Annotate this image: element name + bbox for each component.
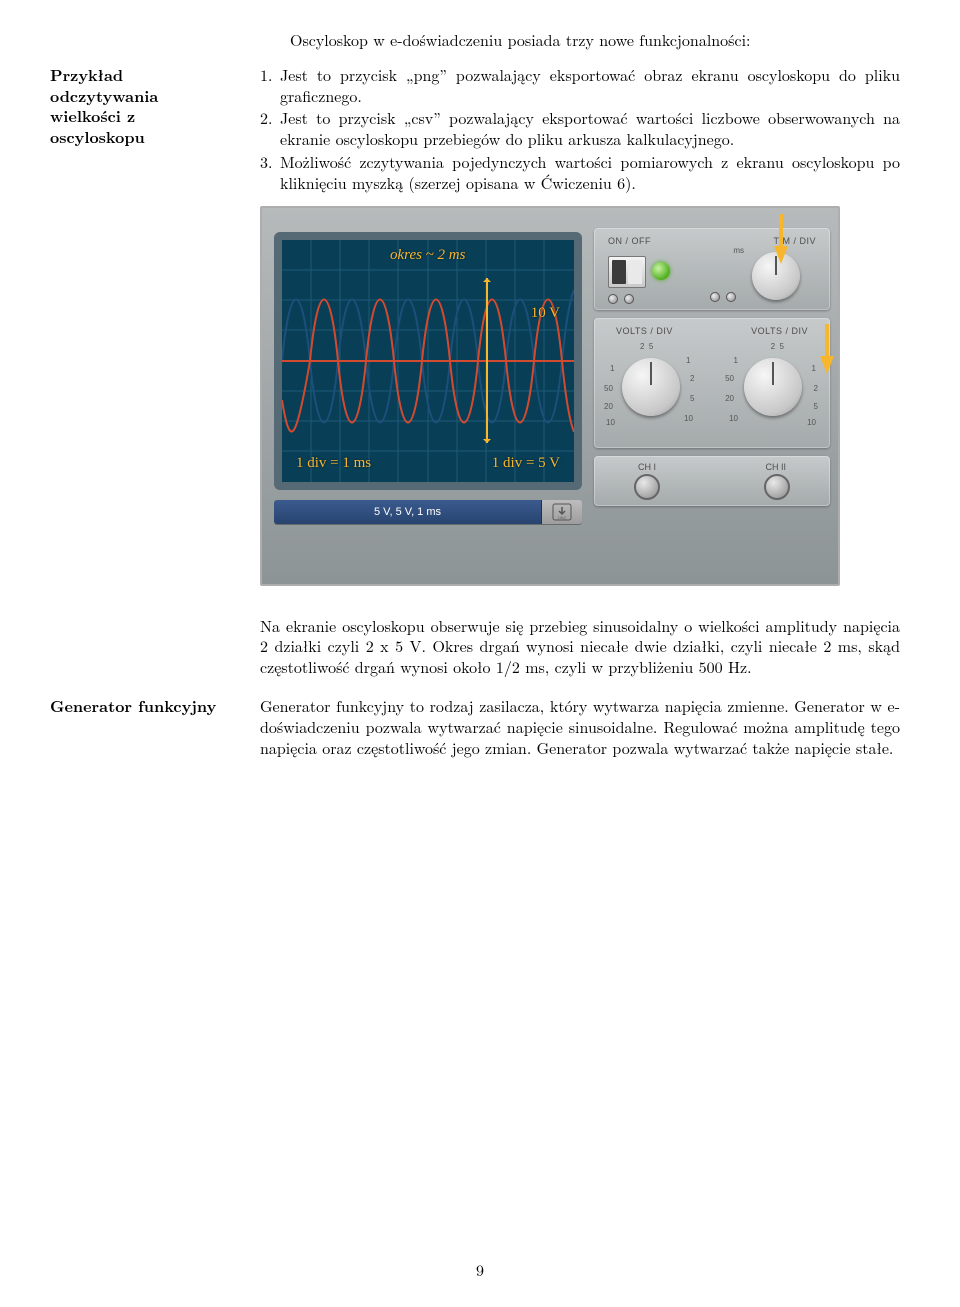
paragraph-generator: Generator funkcyjny to rodzaj zasilacza,…: [260, 696, 900, 758]
arrow-timdiv: [772, 214, 790, 264]
item-number: 1.: [260, 65, 280, 107]
volts-div-knob-ch2[interactable]: [744, 358, 802, 416]
ticks-ch2-r: 1: [812, 364, 816, 373]
overlay-okres: okres ~ 2 ms: [390, 246, 465, 266]
panel-onoff-time: ON / OFF TIM / DIV ms: [594, 228, 830, 310]
download-icon: png: [552, 503, 572, 521]
item-text: Możliwość zczytywania pojedynczych warto…: [280, 152, 900, 194]
label-ch2: CH II: [765, 462, 786, 472]
paragraph-observation: Na ekranie oscyloskopu obserwuje się prz…: [260, 616, 900, 678]
ticks-ch1-l2: 50: [604, 384, 613, 393]
item-number: 2.: [260, 108, 280, 150]
ticks-ch1-r4: 10: [684, 414, 693, 423]
label-volts-1: VOLTS / DIV: [616, 326, 673, 336]
ticks-ch1-l4: 10: [606, 418, 615, 427]
list-item: 3. Możliwość zczytywania pojedynczych wa…: [260, 152, 900, 194]
ticks-ch2-l3: 20: [725, 394, 734, 403]
ticks-ch2: 2 5: [771, 342, 784, 351]
bnc-ch2[interactable]: [764, 474, 790, 500]
margin-label-1: Przykład odczytywania wielkości z oscylo…: [50, 65, 232, 148]
jack-right[interactable]: [710, 292, 740, 304]
ticks-ch1-l: 1: [610, 364, 614, 373]
oscilloscope-figure: okres ~ 2 ms 10 V 1 div = 1 ms 1 div = 5…: [260, 206, 900, 586]
panel-volts: VOLTS / DIV VOLTS / DIV 2 5 1 50 20 10 1…: [594, 318, 830, 448]
panel-channels: CH I CH II: [594, 456, 830, 506]
overlay-div-5v: 1 div = 5 V: [492, 454, 560, 474]
margin-label-1-line2: wielkości z oscyloskopu: [50, 104, 145, 148]
status-bar: 5 V, 5 V, 1 ms png: [274, 500, 582, 524]
power-led: [652, 262, 670, 280]
volts-div-knob-ch1[interactable]: [622, 358, 680, 416]
scope-screen[interactable]: okres ~ 2 ms 10 V 1 div = 1 ms 1 div = 5…: [282, 240, 574, 482]
svg-text:png: png: [558, 514, 567, 521]
ticks-ch2-r4: 10: [807, 418, 816, 427]
label-onoff: ON / OFF: [608, 236, 651, 246]
ticks-ch1-r3: 5: [690, 394, 694, 403]
bnc-ch1[interactable]: [634, 474, 660, 500]
oscilloscope-device: okres ~ 2 ms 10 V 1 div = 1 ms 1 div = 5…: [260, 206, 840, 586]
overlay-10v: 10 V: [531, 304, 560, 324]
ticks-ch1: 2 5: [640, 342, 653, 351]
ticks-ch1-r: 1: [686, 356, 690, 365]
amplitude-arrow: [486, 278, 488, 443]
ticks-ch2-r3: 5: [814, 402, 818, 411]
label-ms: ms: [733, 246, 744, 255]
margin-label-1-line1: Przykład odczytywania: [50, 63, 158, 107]
label-volts-2: VOLTS / DIV: [751, 326, 808, 336]
jack-left[interactable]: [608, 294, 638, 306]
page-number: 9: [0, 1260, 960, 1281]
margin-label-2: Generator funkcyjny: [50, 696, 232, 717]
item-text: Jest to przycisk „png” pozwalający ekspo…: [280, 65, 900, 107]
overlay-div-1ms: 1 div = 1 ms: [296, 454, 371, 474]
label-ch1: CH I: [638, 462, 656, 472]
ticks-ch2-l2: 50: [725, 374, 734, 383]
status-text: 5 V, 5 V, 1 ms: [274, 500, 542, 524]
item-number: 3.: [260, 152, 280, 194]
list-item: 1. Jest to przycisk „png” pozwalający ek…: [260, 65, 900, 107]
intro-text: Oscyloskop w e-doświadczeniu posiada trz…: [290, 30, 900, 51]
scope-screen-frame: okres ~ 2 ms 10 V 1 div = 1 ms 1 div = 5…: [274, 232, 582, 490]
list-item: 2. Jest to przycisk „csv” pozwalający ek…: [260, 108, 900, 150]
power-switch[interactable]: [608, 256, 646, 288]
arrow-volts-ch2: [818, 324, 836, 374]
item-text: Jest to przycisk „csv” pozwalający ekspo…: [280, 108, 900, 150]
zero-line: [282, 360, 574, 362]
png-export-button[interactable]: png: [542, 500, 582, 524]
ticks-ch2-l4: 10: [729, 414, 738, 423]
ticks-ch1-l3: 20: [604, 402, 613, 411]
ticks-ch2-l: 1: [734, 356, 738, 365]
ticks-ch1-r2: 2: [690, 374, 694, 383]
ticks-ch2-r2: 2: [814, 384, 818, 393]
